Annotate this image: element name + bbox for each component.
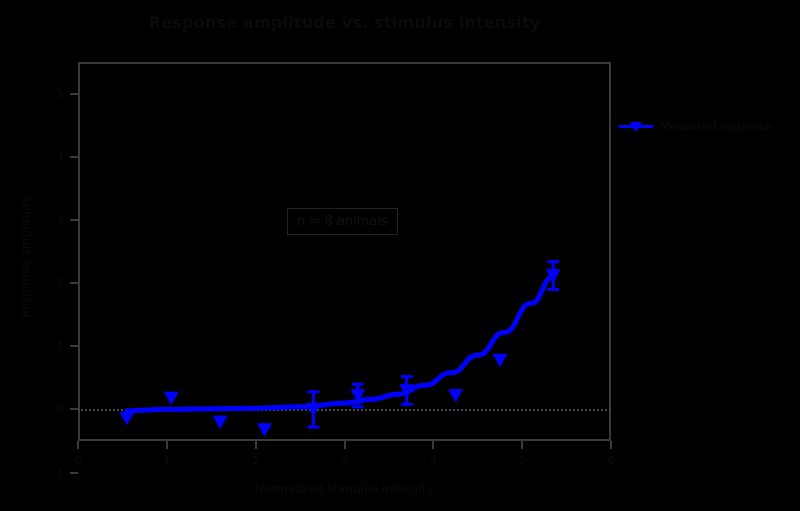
chart-title: Response amplitude vs. stimulus intensit… xyxy=(148,13,541,32)
y-tick xyxy=(70,408,78,411)
x-tick-label: 2 xyxy=(252,454,260,467)
y-tick-label: 0 xyxy=(57,402,64,416)
y-tick xyxy=(70,345,78,348)
data-point-marker xyxy=(545,269,561,283)
y-tick-label: 1 xyxy=(57,339,64,353)
y-tick-label: 3 xyxy=(57,213,64,227)
axis-spine-right xyxy=(609,62,611,441)
x-tick xyxy=(77,441,79,449)
triangle-down-icon xyxy=(630,122,642,132)
legend-marker-sample xyxy=(619,118,653,134)
plot-area: 0 1 2 3 4 5 6 5 4 3 2 1 0 -1 n = 8 animals xyxy=(53,62,615,479)
baseline-reference-line xyxy=(78,409,611,412)
x-tick-label: 6 xyxy=(607,454,615,467)
data-point-marker xyxy=(119,411,135,426)
data-point-marker xyxy=(212,415,228,430)
x-tick xyxy=(521,441,524,449)
x-axis-label: Normalized stimulus intensity xyxy=(255,482,434,496)
y-tick xyxy=(70,471,78,474)
data-point-marker xyxy=(399,384,415,398)
y-tick xyxy=(70,218,78,221)
data-point-marker xyxy=(163,391,179,406)
x-tick xyxy=(254,441,257,449)
axis-spine-left xyxy=(78,62,80,441)
data-point-marker xyxy=(257,423,273,437)
y-tick xyxy=(70,282,78,285)
data-point-marker xyxy=(448,389,464,403)
x-tick xyxy=(432,441,435,449)
data-point-marker xyxy=(305,403,321,417)
x-tick-label: 4 xyxy=(429,454,437,467)
x-tick-label: 3 xyxy=(341,454,348,467)
y-tick-label: 2 xyxy=(57,276,64,290)
axis-spine-bottom xyxy=(78,439,611,441)
data-point-marker xyxy=(350,389,366,403)
x-tick xyxy=(343,441,346,449)
x-tick xyxy=(610,441,612,449)
annotation-box: n = 8 animals xyxy=(287,208,398,235)
axis-spine-top xyxy=(78,62,611,64)
y-tick-label: 5 xyxy=(57,87,64,101)
legend-label: Measured response xyxy=(660,118,773,133)
legend: Measured response xyxy=(619,118,797,134)
y-tick xyxy=(70,92,78,95)
y-tick-label: -1 xyxy=(53,466,64,480)
x-tick xyxy=(165,441,168,449)
x-tick-label: 1 xyxy=(163,454,171,467)
x-tick-label: 5 xyxy=(518,454,526,467)
x-tick-label: 0 xyxy=(74,454,82,467)
data-point-marker xyxy=(492,353,508,368)
y-axis-label: Response amplitude xyxy=(19,195,33,319)
fit-curve xyxy=(124,274,556,414)
y-tick-label: 4 xyxy=(57,150,64,164)
data-layer xyxy=(78,62,611,441)
y-tick xyxy=(70,155,78,158)
